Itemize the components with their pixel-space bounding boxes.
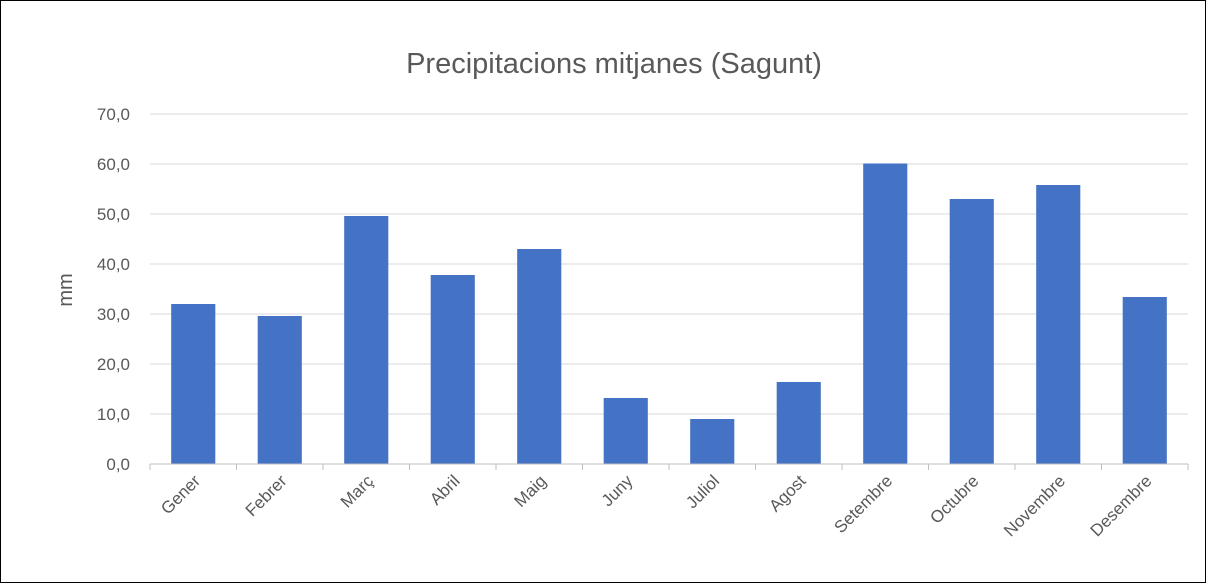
y-tick-label: 0,0	[106, 455, 130, 474]
bar	[430, 275, 475, 464]
y-tick-label: 60,0	[97, 155, 130, 174]
bar	[949, 199, 994, 464]
bar	[1122, 297, 1167, 464]
y-tick-label: 70,0	[97, 105, 130, 124]
bar	[171, 304, 216, 464]
bar	[517, 249, 562, 464]
y-tick-label: 50,0	[97, 205, 130, 224]
bar	[690, 419, 735, 464]
y-tick-label: 10,0	[97, 405, 130, 424]
y-axis-label: mm	[55, 273, 77, 306]
bar	[863, 163, 908, 464]
y-tick-label: 20,0	[97, 355, 130, 374]
chart-title: Precipitacions mitjanes (Sagunt)	[406, 48, 822, 80]
y-tick-label: 30,0	[97, 305, 130, 324]
bar	[603, 398, 648, 464]
bar	[344, 216, 389, 464]
y-tick-label: 40,0	[97, 255, 130, 274]
bar	[776, 382, 821, 464]
bar	[1036, 185, 1081, 464]
bar	[257, 316, 302, 464]
